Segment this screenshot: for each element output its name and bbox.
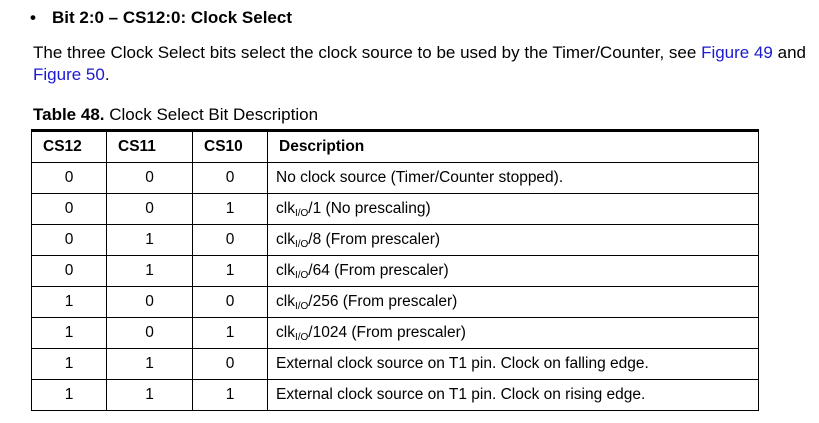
cs11-cell: 1 [106,255,193,287]
clk-prefix: clk [276,293,295,310]
table-row: 1 1 1 External clock source on T1 pin. Cloc… [31,379,759,411]
description-cell: clkI/O/64 (From prescaler) [267,255,759,287]
clk-subscript: I/O [294,270,309,281]
cs12-cell: 1 [31,348,107,380]
cs11-cell: 1 [106,348,193,380]
header-description: Description [267,129,759,163]
paragraph-text-before: The three Clock Select bits select the c… [33,43,702,62]
cs11-cell: 0 [106,193,193,225]
cs11-cell: 0 [106,162,193,194]
cs10-cell: 0 [192,224,268,256]
cs10-cell: 1 [192,255,268,287]
table-body: 0 0 0 No clock source (Timer/Counter stoppe… [31,162,759,411]
clk-subscript: I/O [294,332,309,343]
description-cell: External clock source on T1 pin. Clock o… [267,379,759,411]
table-row: 0 1 1 clkI/O/64 (From prescaler) [31,255,759,287]
heading-text: Bit 2:0 – CS12:0: Clock Select [52,8,292,27]
clk-subscript: I/O [294,301,309,312]
cs10-cell: 1 [192,317,268,349]
header-cs12: CS12 [31,129,107,163]
cs11-cell: 1 [106,224,193,256]
cs12-cell: 0 [31,162,107,194]
cs10-cell: 1 [192,193,268,225]
table-header-row: CS12 CS11 CS10 Description [31,129,759,163]
cs12-cell: 0 [31,255,107,287]
cs12-cell: 1 [31,317,107,349]
table-row: 1 0 1 clkI/O/1024 (From prescaler) [31,317,759,349]
clk-prefix: clk [276,262,295,279]
description-cell: clkI/O/1024 (From prescaler) [267,317,759,349]
header-cs10: CS10 [192,129,268,163]
bullet-marker: • [30,8,36,27]
cs11-cell: 1 [106,379,193,411]
table-caption-title: Clock Select Bit Description [109,105,319,124]
paragraph-text-middle: and [772,43,806,62]
section-heading: • Bit 2:0 – CS12:0: Clock Select [30,8,292,28]
clk-suffix: /256 (From prescaler) [308,293,458,310]
clk-suffix: /64 (From prescaler) [308,262,449,279]
cs12-cell: 0 [31,224,107,256]
clk-suffix: /1024 (From prescaler) [308,324,466,341]
description-cell: No clock source (Timer/Counter stopped). [267,162,759,194]
clk-prefix: clk [276,324,295,341]
figure-50-link[interactable]: Figure 50 [33,65,105,84]
cs11-cell: 0 [106,317,193,349]
cs11-cell: 0 [106,286,193,318]
cs12-cell: 1 [31,286,107,318]
table-row: 0 0 1 clkI/O/1 (No prescaling) [31,193,759,225]
clock-select-table: CS12 CS11 CS10 Description 0 0 0 No clock s… [31,129,759,411]
table-row: 1 0 0 clkI/O/256 (From prescaler) [31,286,759,318]
table-row: 1 1 0 External clock source on T1 pin. Cloc… [31,348,759,380]
cs10-cell: 0 [192,348,268,380]
paragraph-text-after: . [104,65,110,84]
table-caption: Table 48. Clock Select Bit Description [33,105,318,125]
cs10-cell: 0 [192,162,268,194]
cs12-cell: 0 [31,193,107,225]
clk-subscript: I/O [294,239,309,250]
description-cell: clkI/O/8 (From prescaler) [267,224,759,256]
cs10-cell: 0 [192,286,268,318]
header-cs11: CS11 [106,129,193,163]
description-cell: clkI/O/1 (No prescaling) [267,193,759,225]
cs12-cell: 1 [31,379,107,411]
table-row: 0 1 0 clkI/O/8 (From prescaler) [31,224,759,256]
clk-suffix: /8 (From prescaler) [308,231,441,248]
cs10-cell: 1 [192,379,268,411]
clk-prefix: clk [276,231,295,248]
figure-49-link[interactable]: Figure 49 [701,43,773,62]
clk-prefix: clk [276,200,295,217]
table-caption-number: Table 48. [33,105,105,124]
description-paragraph: The three Clock Select bits select the c… [33,42,813,86]
description-cell: External clock source on T1 pin. Clock o… [267,348,759,380]
description-cell: clkI/O/256 (From prescaler) [267,286,759,318]
clk-suffix: /1 (No prescaling) [308,200,431,217]
clk-subscript: I/O [294,208,309,219]
table-row: 0 0 0 No clock source (Timer/Counter stoppe… [31,162,759,194]
